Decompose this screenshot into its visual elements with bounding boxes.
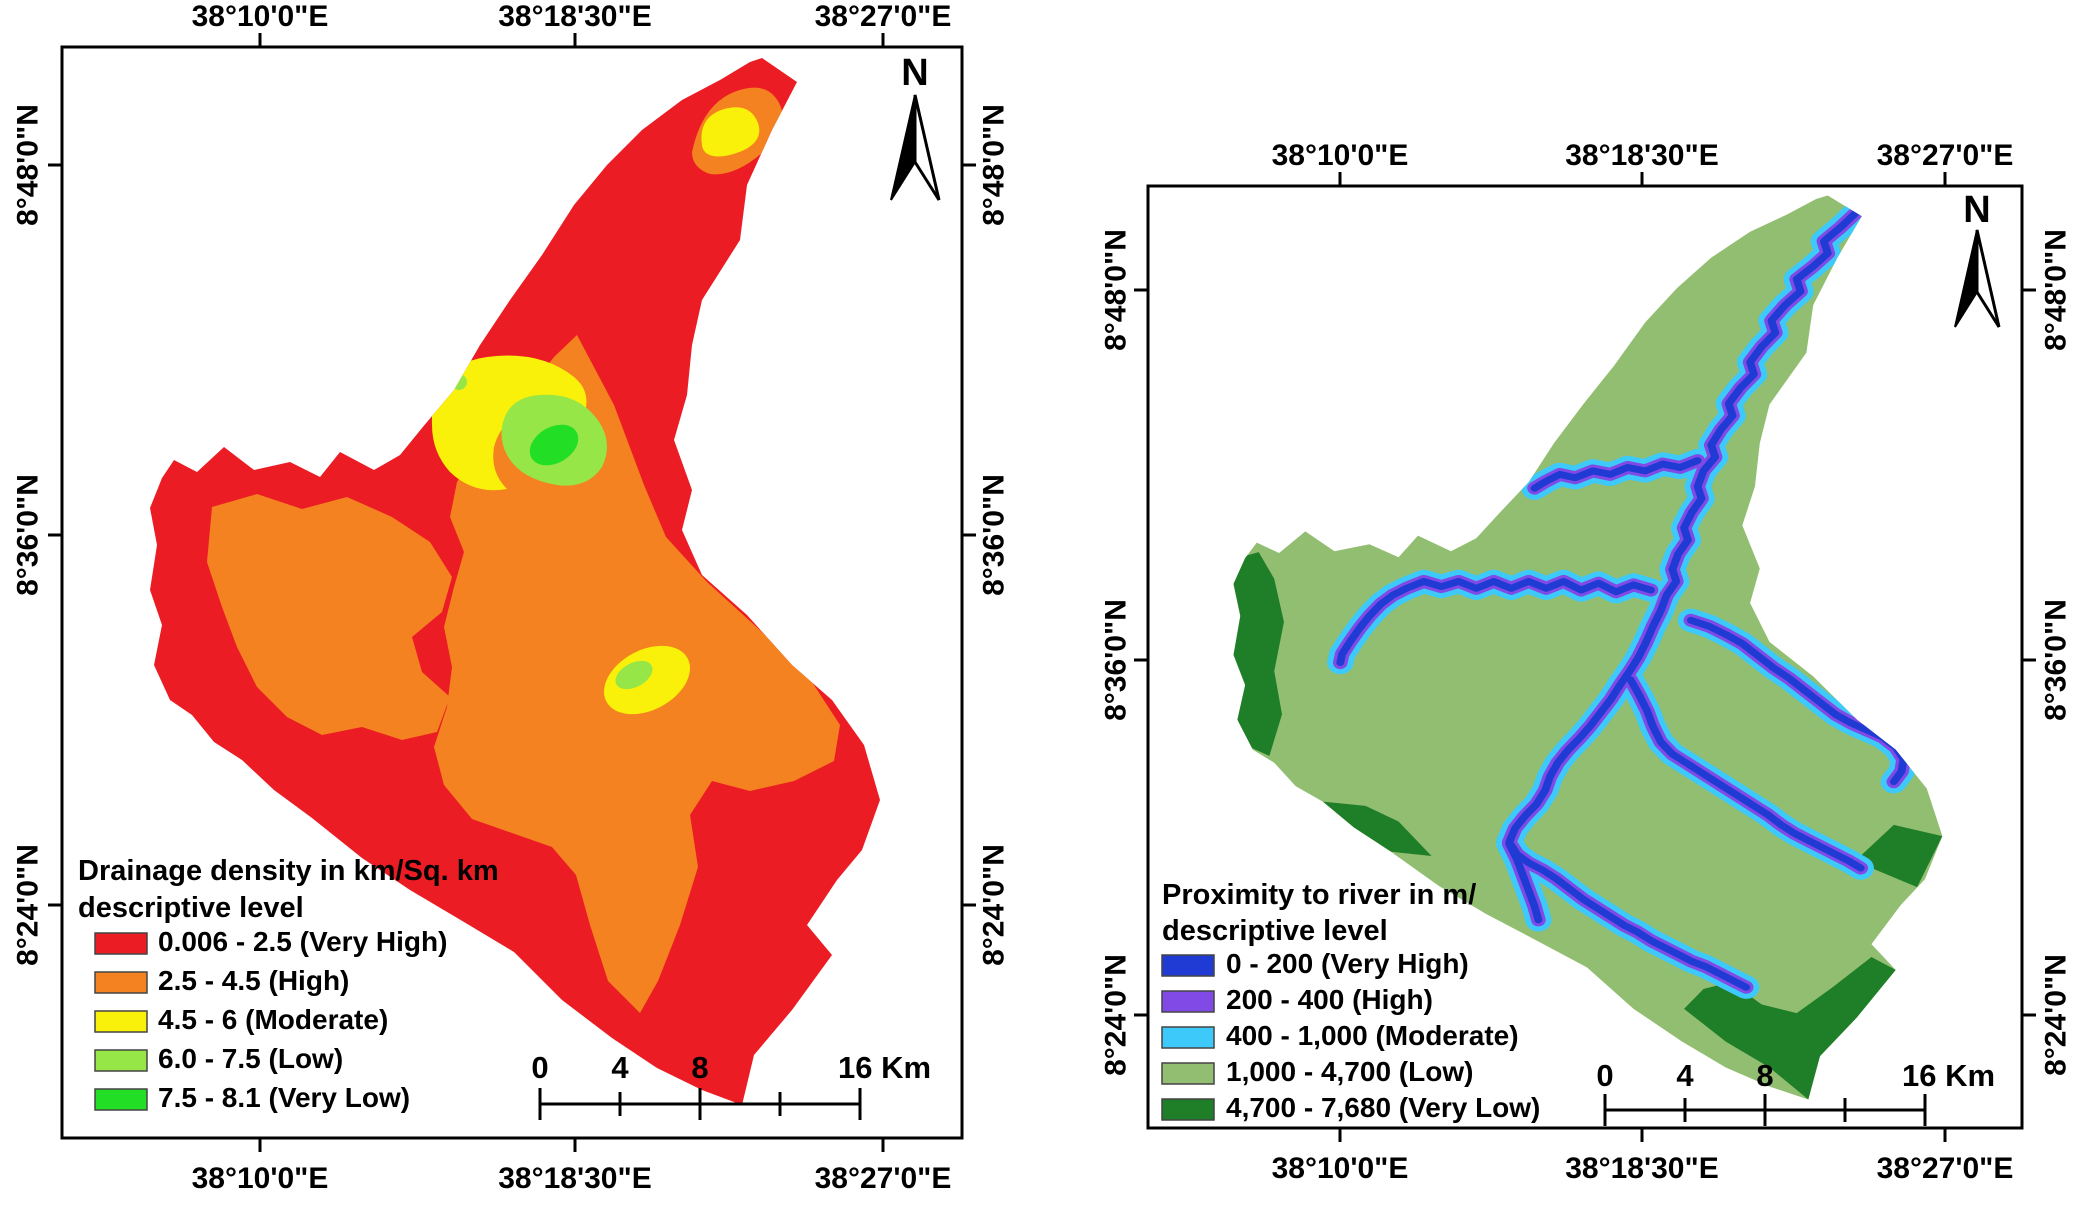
high-region-west	[207, 494, 452, 740]
lon-label-bottom: 38°18'30"E	[1565, 1152, 1718, 1185]
legend-item-label: 7.5 - 8.1 (Very Low)	[158, 1082, 410, 1113]
scalebar-end-label: 16 Km	[1902, 1058, 1995, 1093]
legend-swatch	[1161, 1062, 1215, 1085]
lon-label-top: 38°10'0"E	[192, 0, 329, 33]
legend-title-line2: descriptive level	[78, 892, 304, 924]
lon-label-bottom: 38°27'0"E	[815, 1162, 952, 1195]
north-arrow-left-blade	[890, 94, 916, 201]
north-arrow-right-blade	[1975, 229, 2001, 328]
very-low-region-southeast	[1854, 824, 1943, 888]
legend-item-label: 200 - 400 (High)	[1226, 984, 1433, 1015]
scalebar-end-label: 16 Km	[838, 1050, 931, 1085]
legend-swatch	[94, 971, 148, 994]
legend-swatch	[1161, 1026, 1215, 1049]
legend-swatch	[94, 1088, 148, 1111]
proximity-frame	[1146, 184, 2024, 1130]
drainage-class-blobs	[207, 87, 840, 1013]
low-region-se-core	[615, 660, 653, 690]
lat-label-right: 8°48'0"N	[2040, 229, 2073, 351]
lon-label-bottom: 38°18'30"E	[498, 1162, 651, 1195]
legend-swatch	[94, 1010, 148, 1033]
proximity-ticks	[1134, 172, 2036, 1142]
legend-item-label: 4,700 - 7,680 (Very Low)	[1226, 1092, 1540, 1123]
proximity-scalebar: 0 4 8 16 Km	[1596, 1058, 1995, 1126]
proximity-map-area	[1233, 195, 1943, 1100]
lat-label-right: 8°48'0"N	[978, 104, 1011, 226]
drainage-map-area	[150, 58, 880, 1105]
lat-label-right: 8°24'0"N	[2040, 954, 2073, 1076]
river-buffer-very-high	[1336, 208, 1908, 991]
lat-label-left: 8°24'0"N	[12, 844, 45, 966]
scalebar-label: 4	[611, 1050, 629, 1085]
legend-swatch	[1161, 1098, 1215, 1121]
legend-title-line1: Proximity to river in m/	[1162, 879, 1476, 911]
very-low-region-southwest	[1322, 801, 1432, 856]
scalebar-label: 0	[531, 1050, 548, 1085]
legend-title-line2: descriptive level	[1162, 915, 1388, 947]
lat-label-left: 8°36'0"N	[12, 474, 45, 596]
scalebar-label: 0	[1596, 1058, 1613, 1093]
lat-label-right: 8°36'0"N	[2040, 599, 2073, 721]
lon-label-top: 38°27'0"E	[815, 0, 952, 33]
north-arrow-left-blade	[1954, 229, 1978, 328]
low-region-dot	[451, 374, 467, 390]
panel-drainage-density: 38°10'0"E 38°18'30"E 38°27'0"E 38°10'0"E…	[12, 0, 1011, 1195]
north-arrow: N	[1954, 189, 2001, 328]
north-arrow: N	[890, 52, 941, 201]
very-low-region-west	[1233, 552, 1284, 756]
drainage-frame	[60, 45, 964, 1140]
drainage-scalebar: 0 4 8 16 Km	[531, 1050, 931, 1120]
scalebar-label: 4	[1676, 1058, 1694, 1093]
lat-label-left: 8°36'0"N	[1100, 599, 1133, 721]
very-low-region-core	[529, 424, 579, 466]
legend-swatch	[94, 932, 148, 955]
legend-item-label: 0.006 - 2.5 (Very High)	[158, 926, 447, 957]
lat-label-left: 8°48'0"N	[12, 104, 45, 226]
lon-label-top: 38°27'0"E	[1877, 139, 2014, 172]
lon-label-top: 38°18'30"E	[498, 0, 651, 33]
moderate-region-central	[431, 355, 587, 491]
legend-item-label: 400 - 1,000 (Moderate)	[1226, 1020, 1519, 1051]
north-arrow-label: N	[1963, 189, 1990, 231]
lon-label-bottom: 38°27'0"E	[1877, 1152, 2014, 1185]
lon-label-bottom: 38°10'0"E	[192, 1162, 329, 1195]
moderate-region-ne-tip	[701, 107, 760, 157]
scalebar-label: 8	[1756, 1058, 1773, 1093]
legend-item-label: 0 - 200 (Very High)	[1226, 948, 1469, 979]
drainage-legend: Drainage density in km/Sq. km descriptiv…	[78, 855, 499, 1113]
scalebar-label: 8	[691, 1050, 708, 1085]
proximity-legend: Proximity to river in m/ descriptive lev…	[1161, 879, 1540, 1123]
lat-label-left: 8°24'0"N	[1100, 954, 1133, 1076]
legend-swatch	[1161, 990, 1215, 1013]
north-arrow-label: N	[901, 52, 928, 94]
legend-item-label: 2.5 - 4.5 (High)	[158, 965, 349, 996]
legend-item-label: 4.5 - 6 (Moderate)	[158, 1004, 388, 1035]
lon-label-top: 38°18'30"E	[1565, 139, 1718, 172]
proximity-class-shapes	[1233, 200, 1943, 1100]
legend-swatch	[1161, 954, 1215, 977]
lon-label-bottom: 38°10'0"E	[1272, 1152, 1409, 1185]
legend-title-line1: Drainage density in km/Sq. km	[78, 855, 499, 887]
legend-item-label: 1,000 - 4,700 (Low)	[1226, 1056, 1473, 1087]
lat-label-right: 8°36'0"N	[978, 474, 1011, 596]
panel-proximity-to-river: 38°10'0"E 38°18'30"E 38°27'0"E 38°10'0"E…	[1100, 139, 2073, 1185]
drainage-ticks	[48, 33, 976, 1152]
lat-label-right: 8°24'0"N	[978, 844, 1011, 966]
lat-label-left: 8°48'0"N	[1100, 229, 1133, 351]
legend-swatch	[94, 1049, 148, 1072]
north-arrow-right-blade	[913, 94, 941, 201]
lon-label-top: 38°10'0"E	[1272, 139, 1409, 172]
legend-item-label: 6.0 - 7.5 (Low)	[158, 1043, 343, 1074]
